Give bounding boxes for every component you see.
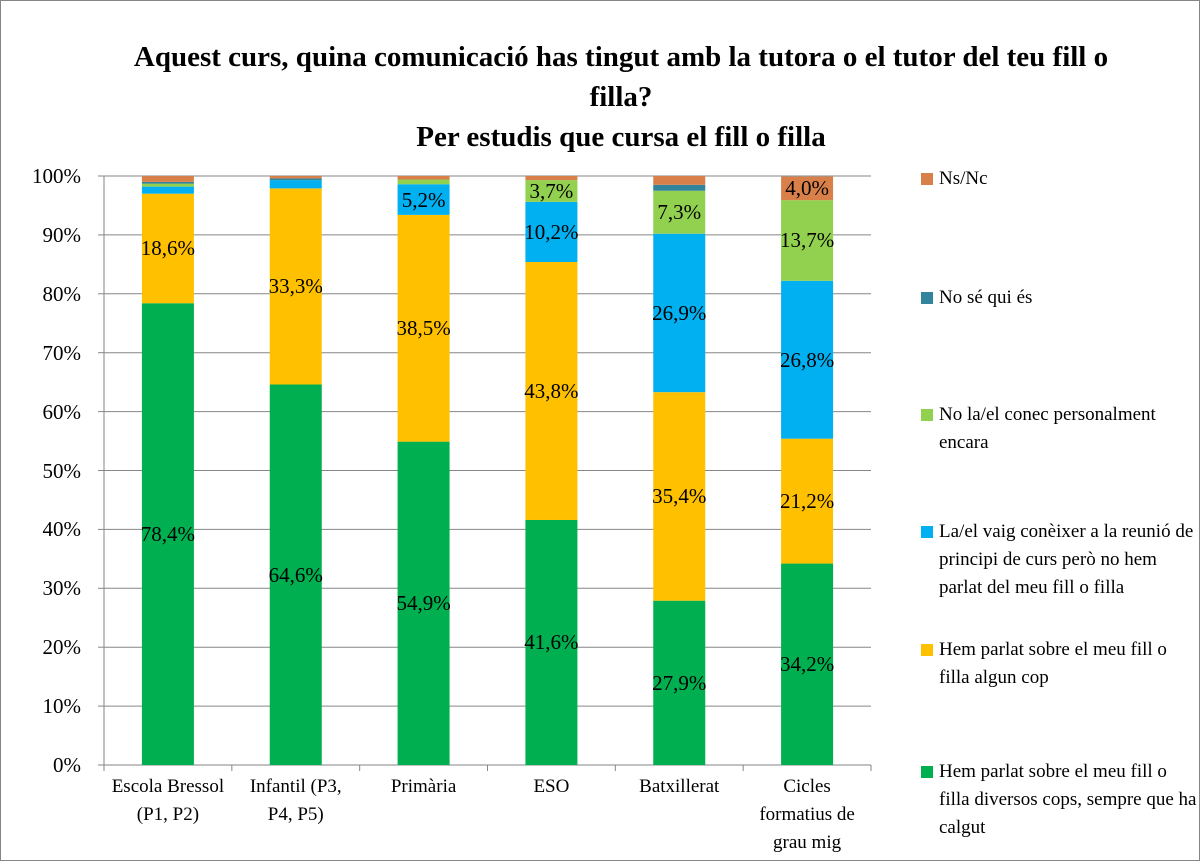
bar-segment (653, 190, 706, 234)
legend-label: No la/el conec personalment encara (939, 404, 1156, 453)
bar-segment (397, 441, 450, 765)
y-tick-label: 0% (53, 753, 81, 777)
bar-segment (141, 303, 194, 765)
data-label: 13,7% (779, 228, 835, 253)
bar-segment (781, 280, 834, 439)
bar-segment (141, 183, 194, 187)
legend-swatch (921, 409, 933, 421)
bar-segment (269, 188, 322, 385)
data-label: 78,4% (140, 522, 196, 547)
y-tick-label: 60% (42, 399, 82, 424)
legend-label: No sé qui és (939, 287, 1033, 308)
x-tick-label: Primària (390, 776, 457, 797)
bar-segment (653, 176, 706, 185)
legend-label: Ns/Nc (939, 168, 988, 189)
legend-swatch (921, 644, 933, 656)
bar-segment (653, 392, 706, 601)
data-label: 64,6% (268, 562, 323, 587)
y-tick-label: 10% (42, 694, 82, 719)
y-tick-label: 90% (42, 222, 82, 247)
data-label: 26,9% (652, 300, 707, 325)
legend-swatch (921, 766, 933, 778)
legend-label: Hem parlat sobre el meu fill o filla div… (939, 761, 1197, 838)
bar-segment (141, 193, 194, 304)
data-label: 5,2% (401, 187, 446, 212)
y-tick-label: 100% (32, 164, 81, 188)
data-label: 18,6% (140, 236, 196, 261)
bar-segment (397, 179, 450, 185)
legend-label: La/el vaig conèixer a la reunió de princ… (939, 521, 1194, 598)
bar-segment (141, 176, 194, 182)
chart-title: Aquest curs, quina comunicació has tingu… (133, 41, 1109, 113)
data-label: 10,2% (524, 219, 579, 244)
x-tick-label: Batxillerat (639, 776, 720, 797)
data-label: 38,5% (396, 316, 451, 341)
bar-segment (141, 181, 194, 184)
chart-subtitle: Per estudis que cursa el fill o filla (416, 121, 826, 153)
bar-segment (269, 384, 322, 765)
bar-segment (525, 180, 578, 202)
data-label: 27,9% (652, 670, 707, 695)
bar-segment (525, 261, 578, 520)
bar-segment (653, 184, 706, 191)
bar-segment (781, 200, 834, 281)
bar-segment (141, 186, 194, 194)
data-label: 41,6% (524, 630, 579, 655)
bar-segment (525, 519, 578, 765)
data-label: 43,8% (524, 378, 579, 403)
bar-segment (653, 600, 706, 765)
y-tick-label: 40% (42, 517, 82, 542)
bar-segment (525, 176, 578, 181)
data-label: 21,2% (779, 489, 835, 514)
y-tick-label: 80% (42, 281, 82, 306)
data-label: 34,2% (779, 652, 835, 677)
bar-segment (269, 176, 322, 179)
data-label: 7,3% (657, 200, 702, 225)
legend-swatch (921, 173, 933, 185)
data-label: 54,9% (396, 591, 451, 616)
x-tick-label: Escola Bressol (P1, P2) (111, 776, 225, 825)
y-tick-label: 20% (42, 635, 82, 660)
bar-segment (781, 176, 834, 201)
data-label: 35,4% (652, 484, 707, 509)
bar-segment (781, 563, 834, 765)
bar-segment (269, 180, 322, 189)
legend-label: Hem parlat sobre el meu fill o filla alg… (939, 639, 1167, 688)
bar-segment (269, 178, 322, 181)
legend-swatch (921, 292, 933, 304)
bar-segment (781, 438, 834, 564)
bar-segment (397, 214, 450, 442)
bar-segment (397, 184, 450, 215)
y-tick-label: 30% (42, 576, 82, 601)
data-label: 3,7% (529, 179, 574, 204)
data-label: 33,3% (268, 274, 323, 299)
legend-swatch (921, 526, 933, 538)
data-label: 26,8% (779, 347, 835, 372)
bar-segment (525, 201, 578, 262)
x-tick-label: Cicles formatius de grau mig (759, 776, 855, 853)
x-tick-label: Infantil (P3, P4, P5) (249, 776, 342, 825)
bar-segment (653, 233, 706, 393)
y-tick-label: 50% (42, 458, 82, 483)
y-tick-label: 70% (42, 340, 82, 365)
x-tick-label: ESO (533, 776, 570, 797)
bar-segment (397, 176, 450, 180)
data-label: 4,0% (785, 176, 829, 201)
